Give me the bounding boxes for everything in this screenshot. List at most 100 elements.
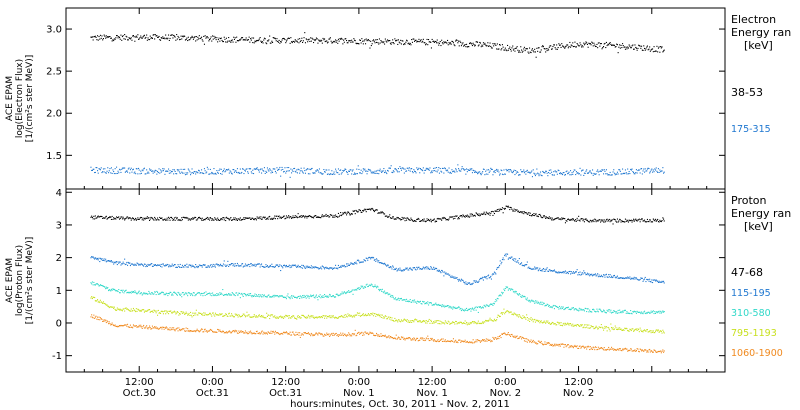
data-point [565, 324, 567, 326]
data-point [281, 216, 283, 218]
data-point [319, 294, 321, 296]
data-point [103, 286, 105, 288]
data-point [522, 265, 524, 267]
data-point [176, 293, 178, 295]
data-point [509, 209, 511, 211]
data-point [93, 257, 95, 259]
y-tick-label: 0 [56, 318, 62, 329]
data-point [392, 42, 394, 44]
data-point [254, 293, 256, 295]
data-point [91, 169, 93, 171]
data-point [194, 216, 196, 218]
data-point [370, 170, 372, 172]
data-point [385, 215, 387, 217]
data-point [195, 266, 197, 268]
data-point [118, 216, 120, 218]
data-point [523, 211, 525, 213]
data-point [144, 310, 146, 312]
data-point [271, 263, 273, 265]
data-point [206, 266, 208, 268]
data-point [408, 167, 410, 169]
data-point [518, 174, 520, 176]
data-point [531, 215, 533, 217]
data-point [533, 319, 535, 321]
data-point [120, 171, 122, 173]
data-point [444, 167, 446, 169]
data-point [614, 311, 616, 313]
data-point [142, 326, 144, 328]
data-point [539, 303, 541, 305]
data-point [435, 170, 437, 172]
data-point [178, 314, 180, 316]
data-point [99, 169, 101, 171]
data-point [232, 315, 234, 317]
data-point [184, 39, 186, 41]
data-point [351, 173, 353, 175]
data-point [194, 314, 196, 316]
data-point [190, 37, 192, 39]
data-point [116, 307, 118, 309]
data-point [462, 214, 464, 216]
data-point [493, 302, 495, 304]
data-point [512, 289, 514, 291]
data-point [438, 218, 440, 220]
data-point [576, 324, 578, 326]
data-point [379, 212, 381, 214]
data-point [366, 258, 368, 260]
data-point [206, 171, 208, 173]
data-point [237, 294, 239, 296]
data-point [185, 266, 187, 268]
data-point [164, 293, 166, 295]
data-point [492, 320, 494, 322]
data-point [613, 310, 615, 312]
data-point [381, 41, 383, 43]
data-point [201, 313, 203, 315]
data-point [457, 307, 459, 309]
data-point [242, 218, 244, 220]
data-point [645, 281, 647, 283]
data-point [482, 279, 484, 281]
data-point [463, 168, 465, 170]
data-point [431, 219, 433, 221]
data-point [186, 293, 188, 295]
data-point [624, 173, 626, 175]
data-point [378, 290, 380, 292]
data-point [154, 264, 156, 266]
data-point [356, 42, 358, 44]
data-point [217, 314, 219, 316]
data-point [194, 330, 196, 332]
data-point [97, 299, 99, 301]
data-point [113, 217, 115, 219]
data-point [250, 218, 252, 220]
data-point [198, 292, 200, 294]
data-point [448, 42, 450, 44]
data-point [469, 169, 471, 171]
data-point [548, 322, 550, 324]
data-point [336, 40, 338, 42]
data-point [444, 306, 446, 308]
data-point [237, 40, 239, 42]
data-point [657, 171, 659, 173]
data-point [132, 169, 134, 171]
data-point [310, 169, 312, 171]
data-point [288, 265, 290, 267]
data-point [410, 268, 412, 270]
data-point [261, 172, 263, 174]
data-point [376, 258, 378, 260]
data-point [506, 287, 508, 289]
data-point [308, 215, 310, 217]
data-point [415, 269, 417, 271]
data-point [399, 320, 401, 322]
data-point [207, 314, 209, 316]
data-point [129, 291, 131, 293]
data-point [346, 265, 348, 267]
data-point [287, 170, 289, 172]
data-point [293, 40, 295, 42]
data-point [416, 302, 418, 304]
data-point [343, 291, 345, 293]
data-point [229, 218, 231, 220]
data-point [129, 172, 131, 174]
data-point [594, 327, 596, 329]
data-point [353, 289, 355, 291]
data-point [552, 305, 554, 307]
